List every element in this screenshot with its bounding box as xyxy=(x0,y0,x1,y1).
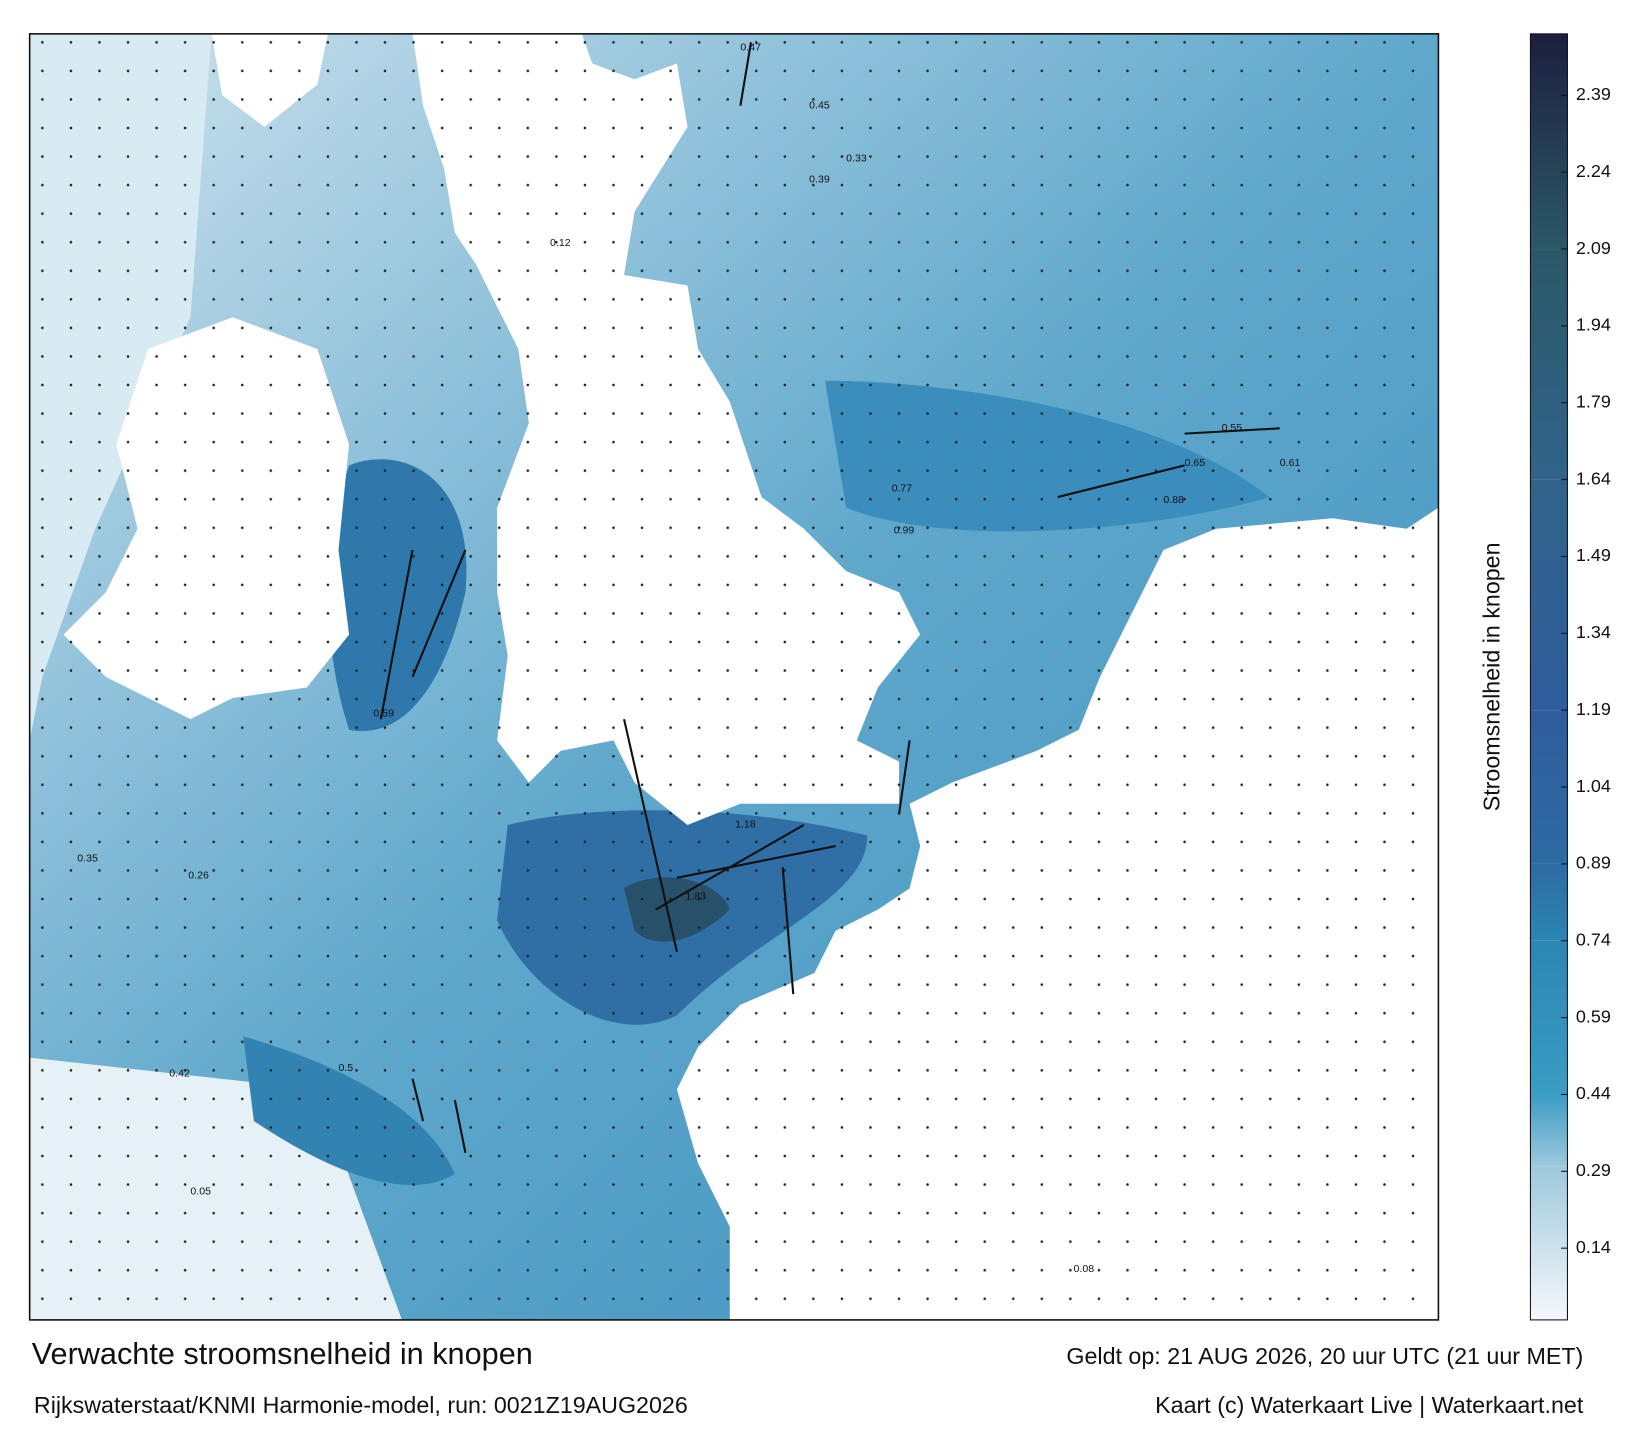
current-label: 0.39 xyxy=(809,174,830,186)
colorbar-frame xyxy=(1529,33,1568,1321)
current-label: 0.55 xyxy=(1222,422,1243,434)
map-frame xyxy=(28,33,1440,1321)
colorbar-band xyxy=(1530,863,1568,941)
colorbar-tick-label: 1.79 xyxy=(1576,392,1611,412)
current-label: 0.08 xyxy=(1074,1263,1095,1275)
colorbar-tick-label: 0.89 xyxy=(1576,853,1611,873)
current-label: 0.61 xyxy=(1280,457,1301,469)
colorbar-band xyxy=(1530,479,1568,711)
grid-dots xyxy=(29,33,1439,1320)
colorbar-tick-label: 1.94 xyxy=(1576,315,1611,335)
colorbar-band xyxy=(1530,33,1568,250)
colorbar-label: Stroomsnelheid in knopen xyxy=(1479,542,1505,811)
current-label: 1.18 xyxy=(735,819,756,831)
current-label: 0.47 xyxy=(740,41,761,53)
colorbar-band xyxy=(1530,249,1568,480)
current-label: 0.77 xyxy=(892,482,913,494)
current-label: 0.26 xyxy=(188,870,209,882)
colorbar-tick-label: 1.19 xyxy=(1576,699,1611,719)
colorbar-tick-label: 1.49 xyxy=(1576,545,1611,565)
current-label: 0.45 xyxy=(809,100,830,112)
map: 0.47 0.45 0.33 0.39 0.55 0.88 0.65 0.61 1.18 1.83… xyxy=(29,33,1439,1320)
current-label: 0.12 xyxy=(550,237,571,249)
colorbar-tick-label: 2.24 xyxy=(1576,161,1611,181)
current-label: 1.83 xyxy=(685,891,706,903)
current-arrows xyxy=(379,42,1280,1154)
credit: Kaart (c) Waterkaart Live | Waterkaart.n… xyxy=(1155,1392,1584,1418)
title: Verwachte stroomsnelheid in knopen xyxy=(32,1337,533,1371)
colorbar-tick-label: 2.09 xyxy=(1576,238,1611,258)
source: Rijkswaterstaat/KNMI Harmonie-model, run… xyxy=(34,1392,688,1418)
colorbar-tick-label: 0.44 xyxy=(1576,1083,1611,1103)
current-label: 0.42 xyxy=(169,1067,190,1079)
colorbar-tick-label: 0.59 xyxy=(1576,1006,1611,1026)
valid-time: Geldt op: 21 AUG 2026, 20 uur UTC (21 uu… xyxy=(1066,1343,1583,1369)
current-label: 0.99 xyxy=(894,525,915,537)
current-label: 0.35 xyxy=(77,853,98,865)
colorbar-tick-label: 0.74 xyxy=(1576,930,1611,950)
current-label: 0.88 xyxy=(1163,494,1184,506)
current-label: 0.65 xyxy=(1185,457,1206,469)
colorbar-band xyxy=(1530,1166,1568,1320)
colorbar-band xyxy=(1530,1094,1568,1167)
colorbar-tick-label: 1.04 xyxy=(1576,776,1611,796)
colorbar-tick-label: 1.34 xyxy=(1576,622,1611,642)
current-label: 0.05 xyxy=(190,1186,211,1198)
current-label: 0.5 xyxy=(338,1062,353,1074)
colorbar-tick-label: 2.39 xyxy=(1576,84,1611,104)
colorbar-tick-label: 0.29 xyxy=(1576,1160,1611,1180)
colorbar: 0.14 0.29 0.44 0.59 0.74 0.89 1.04 1.19 1.34 1.49… xyxy=(1529,33,1611,1321)
colorbar-tick-label: 0.14 xyxy=(1576,1237,1611,1257)
current-label: 0.59 xyxy=(373,708,394,720)
current-labels: 0.47 0.45 0.33 0.39 0.55 0.88 0.65 0.61 1.18 1.83… xyxy=(77,41,1300,1275)
current-label: 0.33 xyxy=(846,152,867,164)
colorbar-tick-label: 1.64 xyxy=(1576,468,1611,488)
